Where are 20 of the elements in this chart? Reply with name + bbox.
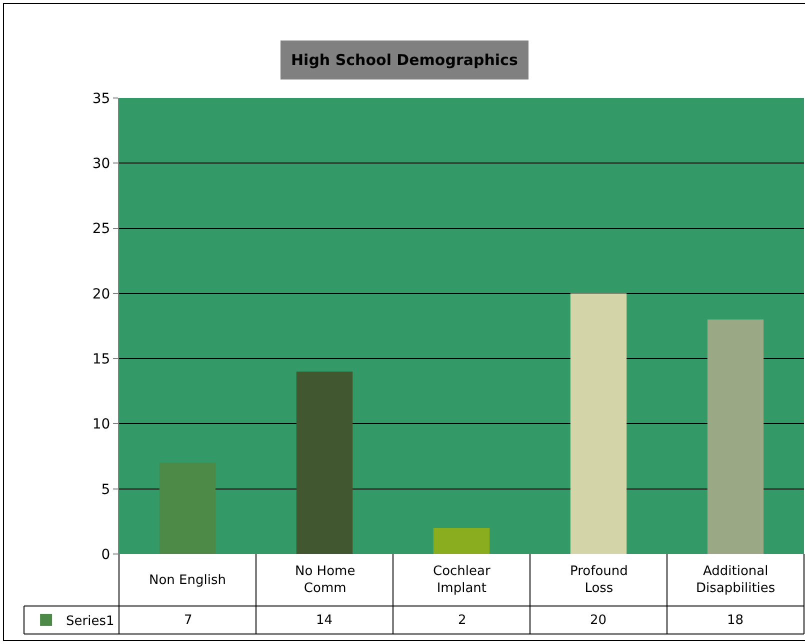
y-tick-label: 20 [92, 286, 110, 302]
y-tick-label: 5 [101, 482, 110, 498]
y-tick-label: 15 [92, 351, 110, 368]
x-tick-label: Non English [149, 573, 226, 588]
y-tick-label: 30 [92, 156, 110, 172]
legend-label: Series1 [66, 614, 114, 630]
data-label: 7 [184, 613, 192, 628]
data-label: 14 [316, 613, 333, 628]
x-tick-label: Additional Disapbilities [696, 564, 776, 596]
x-tick-label: Profound Loss [570, 564, 628, 596]
x-tick-label: No Home Comm [295, 564, 356, 596]
data-label: 18 [727, 613, 744, 628]
y-tick-label: 10 [92, 416, 110, 433]
x-tick-label: Cochlear Implant [433, 564, 491, 596]
data-label: 20 [590, 613, 607, 628]
y-tick-label: 0 [101, 546, 110, 563]
chart-title: High School Demographics [291, 51, 518, 69]
data-label: 2 [458, 613, 466, 628]
y-tick-label: 25 [92, 221, 110, 238]
y-tick-label: 35 [92, 90, 110, 107]
